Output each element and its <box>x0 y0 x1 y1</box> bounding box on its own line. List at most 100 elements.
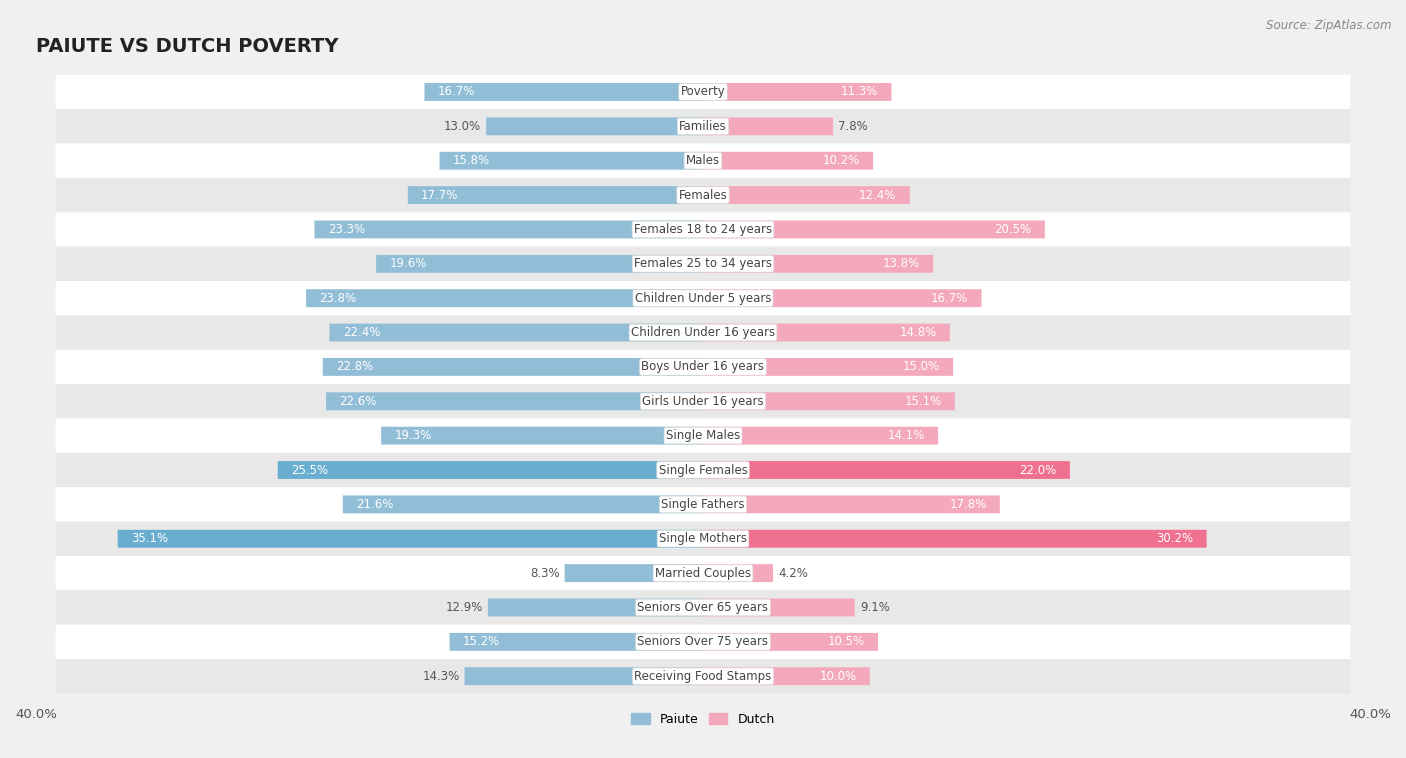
FancyBboxPatch shape <box>703 290 981 307</box>
FancyBboxPatch shape <box>56 659 1350 694</box>
FancyBboxPatch shape <box>703 324 950 342</box>
Text: 25.5%: 25.5% <box>291 463 328 477</box>
FancyBboxPatch shape <box>56 178 1350 212</box>
FancyBboxPatch shape <box>703 530 1206 548</box>
Text: Families: Families <box>679 120 727 133</box>
FancyBboxPatch shape <box>703 633 879 651</box>
FancyBboxPatch shape <box>703 255 934 273</box>
FancyBboxPatch shape <box>56 143 1350 178</box>
Text: Poverty: Poverty <box>681 86 725 99</box>
FancyBboxPatch shape <box>703 427 938 445</box>
Text: Single Mothers: Single Mothers <box>659 532 747 545</box>
Text: Source: ZipAtlas.com: Source: ZipAtlas.com <box>1267 19 1392 32</box>
FancyBboxPatch shape <box>323 358 703 376</box>
Text: 20.5%: 20.5% <box>994 223 1032 236</box>
Text: Females: Females <box>679 189 727 202</box>
Text: Seniors Over 75 years: Seniors Over 75 years <box>637 635 769 648</box>
FancyBboxPatch shape <box>703 117 834 135</box>
FancyBboxPatch shape <box>450 633 703 651</box>
FancyBboxPatch shape <box>56 212 1350 246</box>
Text: 19.3%: 19.3% <box>395 429 432 442</box>
Text: 10.0%: 10.0% <box>820 670 856 683</box>
FancyBboxPatch shape <box>703 358 953 376</box>
FancyBboxPatch shape <box>703 564 773 582</box>
Text: Single Females: Single Females <box>658 463 748 477</box>
FancyBboxPatch shape <box>329 324 703 342</box>
FancyBboxPatch shape <box>56 556 1350 590</box>
Text: 22.6%: 22.6% <box>339 395 377 408</box>
Text: 19.6%: 19.6% <box>389 257 427 271</box>
Text: Children Under 5 years: Children Under 5 years <box>634 292 772 305</box>
FancyBboxPatch shape <box>56 453 1350 487</box>
FancyBboxPatch shape <box>326 393 703 410</box>
FancyBboxPatch shape <box>425 83 703 101</box>
Text: 15.8%: 15.8% <box>453 154 489 168</box>
FancyBboxPatch shape <box>56 384 1350 418</box>
Text: 12.4%: 12.4% <box>859 189 897 202</box>
Text: 22.8%: 22.8% <box>336 360 374 374</box>
Text: 10.2%: 10.2% <box>823 154 859 168</box>
Text: 12.9%: 12.9% <box>446 601 482 614</box>
Text: Males: Males <box>686 154 720 168</box>
FancyBboxPatch shape <box>703 393 955 410</box>
FancyBboxPatch shape <box>703 496 1000 513</box>
FancyBboxPatch shape <box>703 221 1045 238</box>
Text: 22.0%: 22.0% <box>1019 463 1056 477</box>
Text: 13.0%: 13.0% <box>444 120 481 133</box>
Text: 16.7%: 16.7% <box>437 86 475 99</box>
Text: 15.2%: 15.2% <box>463 635 501 648</box>
Text: Females 18 to 24 years: Females 18 to 24 years <box>634 223 772 236</box>
Text: Boys Under 16 years: Boys Under 16 years <box>641 360 765 374</box>
FancyBboxPatch shape <box>440 152 703 170</box>
Text: 17.7%: 17.7% <box>422 189 458 202</box>
FancyBboxPatch shape <box>315 221 703 238</box>
Text: Seniors Over 65 years: Seniors Over 65 years <box>637 601 769 614</box>
FancyBboxPatch shape <box>56 590 1350 625</box>
FancyBboxPatch shape <box>343 496 703 513</box>
FancyBboxPatch shape <box>703 186 910 204</box>
FancyBboxPatch shape <box>307 290 703 307</box>
FancyBboxPatch shape <box>118 530 703 548</box>
Text: Single Fathers: Single Fathers <box>661 498 745 511</box>
FancyBboxPatch shape <box>488 599 703 616</box>
Text: 15.0%: 15.0% <box>903 360 939 374</box>
FancyBboxPatch shape <box>56 246 1350 281</box>
Text: 17.8%: 17.8% <box>949 498 987 511</box>
Text: 9.1%: 9.1% <box>859 601 890 614</box>
FancyBboxPatch shape <box>278 461 703 479</box>
FancyBboxPatch shape <box>56 349 1350 384</box>
FancyBboxPatch shape <box>56 522 1350 556</box>
FancyBboxPatch shape <box>56 418 1350 453</box>
FancyBboxPatch shape <box>703 152 873 170</box>
FancyBboxPatch shape <box>565 564 703 582</box>
FancyBboxPatch shape <box>56 625 1350 659</box>
FancyBboxPatch shape <box>703 83 891 101</box>
Text: 23.3%: 23.3% <box>328 223 366 236</box>
Text: 14.1%: 14.1% <box>887 429 925 442</box>
Text: 10.5%: 10.5% <box>828 635 865 648</box>
Text: 13.8%: 13.8% <box>883 257 920 271</box>
FancyBboxPatch shape <box>703 667 870 685</box>
FancyBboxPatch shape <box>703 461 1070 479</box>
Text: 11.3%: 11.3% <box>841 86 879 99</box>
FancyBboxPatch shape <box>56 75 1350 109</box>
FancyBboxPatch shape <box>464 667 703 685</box>
Text: 16.7%: 16.7% <box>931 292 969 305</box>
FancyBboxPatch shape <box>56 487 1350 522</box>
Text: Single Males: Single Males <box>666 429 740 442</box>
Text: 22.4%: 22.4% <box>343 326 380 339</box>
Text: 14.3%: 14.3% <box>422 670 460 683</box>
FancyBboxPatch shape <box>56 315 1350 349</box>
Text: 30.2%: 30.2% <box>1156 532 1194 545</box>
FancyBboxPatch shape <box>56 109 1350 143</box>
Text: Receiving Food Stamps: Receiving Food Stamps <box>634 670 772 683</box>
Text: 23.8%: 23.8% <box>319 292 357 305</box>
FancyBboxPatch shape <box>377 255 703 273</box>
FancyBboxPatch shape <box>703 599 855 616</box>
Text: 8.3%: 8.3% <box>530 567 560 580</box>
FancyBboxPatch shape <box>56 281 1350 315</box>
Text: Children Under 16 years: Children Under 16 years <box>631 326 775 339</box>
Text: Married Couples: Married Couples <box>655 567 751 580</box>
Text: 35.1%: 35.1% <box>131 532 169 545</box>
FancyBboxPatch shape <box>486 117 703 135</box>
